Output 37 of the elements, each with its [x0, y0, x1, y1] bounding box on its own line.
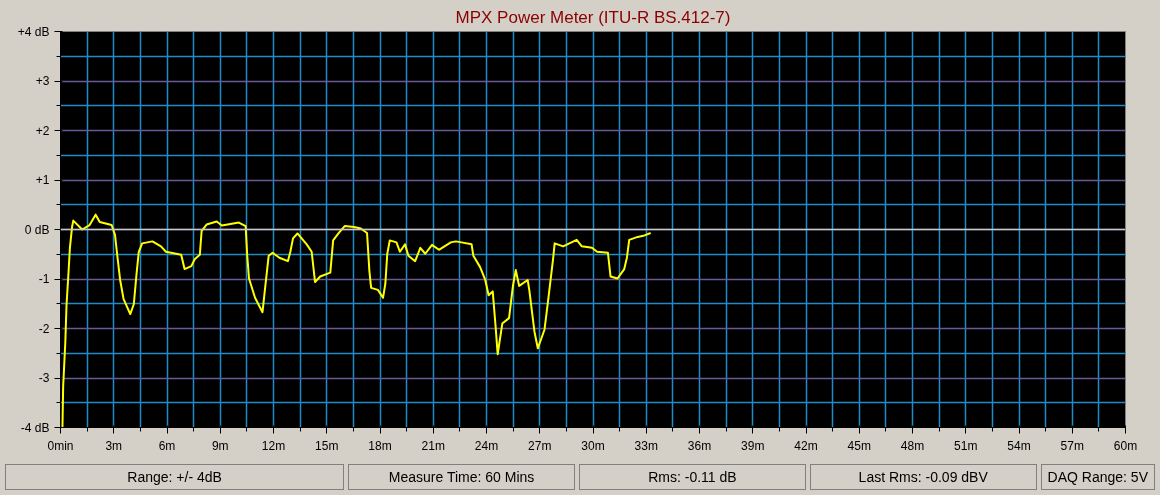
x-tick-label: 18m	[368, 438, 392, 453]
x-tick-label: 6m	[158, 438, 176, 453]
text: DAQ Range: 5V	[1040, 464, 1155, 490]
y-tick-label: -4 dB	[20, 420, 50, 435]
x-tick-label: 60m	[1113, 438, 1138, 453]
x-tick-label: 57m	[1060, 438, 1084, 453]
line-series	[61, 213, 652, 428]
text: Measure Time: 60 Mins	[348, 464, 575, 490]
x-tick-label: 0min	[47, 438, 74, 453]
x-tick-label: 42m	[794, 438, 818, 453]
y-tick-label: -1	[38, 272, 50, 286]
y-tick-label: -2	[38, 321, 50, 336]
x-tick-label: 54m	[1007, 438, 1031, 453]
x-tick-label: 3m	[105, 438, 123, 453]
x-tick-label: 45m	[847, 438, 871, 453]
y-tick-label: +2	[35, 123, 50, 138]
y-tick-label: -3	[38, 371, 50, 385]
y-tick-label: +4 dB	[17, 24, 50, 39]
text: Rms: -0.11 dB	[579, 464, 806, 490]
x-tick-label: 51m	[954, 438, 978, 453]
x-tick-label: 24m	[474, 438, 499, 453]
x-tick-label: 30m	[581, 438, 605, 453]
y-tick-label: +1	[35, 173, 50, 187]
x-tick-label: 27m	[528, 438, 552, 453]
x-tick-label: 15m	[315, 438, 339, 453]
x-tick-label: 21m	[421, 438, 445, 453]
text: Range: +/- 4dB	[5, 464, 345, 490]
y-tick-label: +3	[35, 74, 50, 88]
y-tick-label: 0 dB	[24, 222, 50, 237]
x-tick-label: 36m	[687, 438, 712, 453]
text: Last Rms: -0.09 dBV	[809, 464, 1037, 490]
x-tick-label: 33m	[634, 438, 658, 453]
x-tick-label: 39m	[741, 438, 765, 453]
x-tick-label: 9m	[211, 438, 229, 453]
x-tick-label: 12m	[261, 438, 286, 453]
x-tick-label: 48m	[900, 438, 925, 453]
chart-title: MPX Power Meter (ITU-R BS.412-7)	[455, 7, 731, 27]
